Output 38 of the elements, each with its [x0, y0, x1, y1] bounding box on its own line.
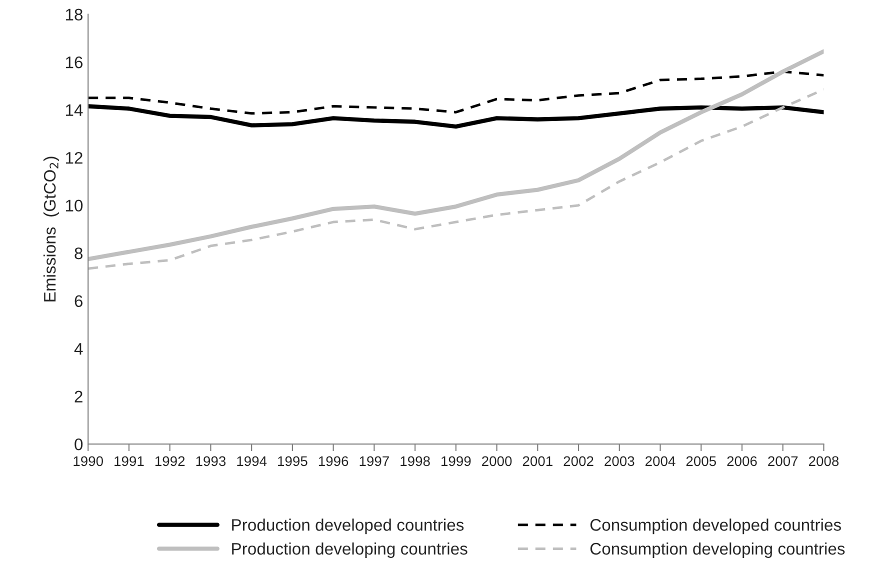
y-tick-label: 2: [74, 390, 82, 402]
line-series: [88, 104, 824, 129]
legend-label: Production developed countries: [232, 518, 464, 534]
y-tick-label: 6: [74, 295, 83, 308]
y-tick-label: 4: [74, 343, 83, 355]
x-tick-label: 1990: [74, 456, 104, 466]
x-tick-label: 2000: [482, 456, 512, 466]
x-tick-label: 1998: [400, 456, 430, 466]
x-tick-label: 2006: [727, 456, 757, 466]
x-tick-label: 2001: [522, 456, 552, 466]
y-axis-title: Emissions (GtCO$_{2}$): [43, 156, 60, 302]
x-tick-label: 2002: [564, 456, 594, 466]
y-tick-label: 8: [74, 247, 83, 260]
y-tick-label: 16: [66, 56, 83, 68]
x-tick-label: 1994: [237, 456, 267, 466]
x-tick-label: 2008: [808, 456, 839, 466]
y-tick-label: 14: [66, 104, 83, 116]
x-tick-label: 1993: [196, 456, 226, 466]
x-tick-label: 2005: [686, 456, 716, 466]
x-tick-label: 1995: [278, 456, 308, 466]
x-tick-label: 1992: [155, 456, 185, 466]
legend-label: Consumption developing countries: [590, 542, 845, 558]
line-series: [88, 88, 824, 270]
line-series: [88, 70, 824, 115]
line-series: [88, 49, 824, 262]
x-tick-label: 2004: [646, 456, 676, 466]
x-tick-label: 1997: [360, 456, 389, 466]
x-tick-label: 2003: [604, 456, 634, 466]
legend-label: Production developing countries: [232, 542, 468, 558]
x-tick-label: 1999: [442, 456, 471, 466]
legend-label: Consumption developed countries: [590, 518, 841, 534]
y-tick-label: 10: [66, 200, 83, 212]
x-tick-label: 1996: [318, 456, 348, 466]
x-tick-label: 2007: [768, 456, 798, 466]
y-tick-label: 12: [66, 152, 82, 164]
x-tick-label: 1991: [114, 456, 144, 466]
y-tick-label: 18: [66, 8, 83, 21]
y-tick-label: 0: [74, 438, 83, 450]
